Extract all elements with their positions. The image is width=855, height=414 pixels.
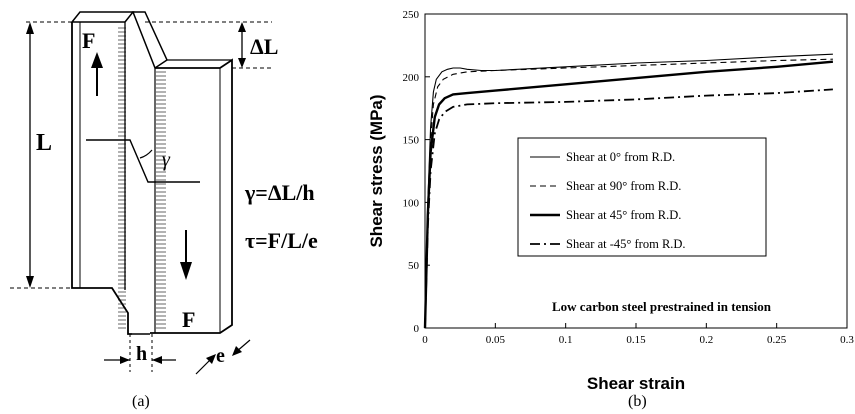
legend-box (517, 137, 767, 257)
series-line-1 (424, 58, 833, 329)
caption-a: (a) (132, 393, 150, 410)
legend-label-1: Shear at 90° from R.D. (566, 179, 681, 193)
gamma-line (86, 139, 200, 183)
dimension-deltaL-label: ΔL (250, 34, 278, 59)
specimen-left-outline (71, 22, 132, 335)
y-tick-label: 50 (408, 260, 420, 272)
x-tick-label: 0.05 (486, 334, 506, 346)
y-tick-label: 200 (403, 72, 420, 84)
series-line-3 (424, 88, 833, 329)
x-tick-label: 0.15 (626, 334, 646, 346)
x-tick-label: 0 (422, 334, 428, 346)
force-label-top: F (82, 28, 95, 53)
force-label-bottom: F (182, 307, 195, 332)
series-lines (423, 53, 834, 329)
legend-label-2: Shear at 45° from R.D. (566, 208, 681, 222)
gamma-label: γ (162, 149, 171, 171)
dimension-L (10, 21, 72, 289)
x-axis-title: Shear strain (587, 374, 685, 393)
panel-a-schematic: γ F F L ΔL (10, 11, 318, 410)
y-tick-label: 150 (403, 135, 420, 147)
dimension-h (104, 334, 176, 372)
caption-b: (b) (628, 393, 647, 410)
formula-tau: τ=F/L/e (245, 228, 318, 253)
specimen-top-left (70, 11, 135, 23)
y-tick-label: 250 (403, 9, 420, 21)
dimension-e (195, 339, 251, 375)
specimen-top-notch (131, 11, 168, 70)
dimension-deltaL (145, 21, 272, 69)
force-arrow-down (180, 230, 192, 280)
specimen-right-outline (150, 58, 233, 334)
y-axis-title: Shear stress (MPa) (367, 94, 386, 247)
x-axis: 0 0.05 0.1 0.15 0.2 0.25 0.3 (422, 323, 854, 346)
force-arrow-up (91, 52, 103, 96)
gamma-arc (139, 149, 153, 159)
x-tick-label: 0.3 (840, 334, 854, 346)
dimension-L-label: L (36, 130, 52, 156)
legend-label-0: Shear at 0° from R.D. (566, 150, 675, 164)
dimension-e-label: e (216, 345, 225, 367)
legend-label-3: Shear at -45° from R.D. (566, 237, 686, 251)
dimension-h-label: h (136, 343, 147, 365)
y-tick-label: 100 (403, 197, 420, 209)
series-line-2 (423, 60, 834, 329)
formula-gamma: γ=ΔL/h (244, 180, 315, 205)
x-tick-label: 0.1 (559, 334, 573, 346)
x-tick-label: 0.25 (767, 334, 787, 346)
legend: Shear at 0° from R.D. Shear at 90° from R… (517, 137, 767, 257)
series-line-0 (424, 53, 833, 329)
panel-b-chart: 0 50 100 150 200 250 0 0.05 0.1 0.15 0.2 0.25 0.3 S… (367, 9, 854, 410)
chart-annotation: Low carbon steel prestrained in tension (552, 299, 772, 314)
x-tick-label: 0.2 (699, 334, 713, 346)
y-axis: 0 50 100 150 200 250 (403, 9, 430, 335)
y-tick-label: 0 (414, 323, 420, 335)
